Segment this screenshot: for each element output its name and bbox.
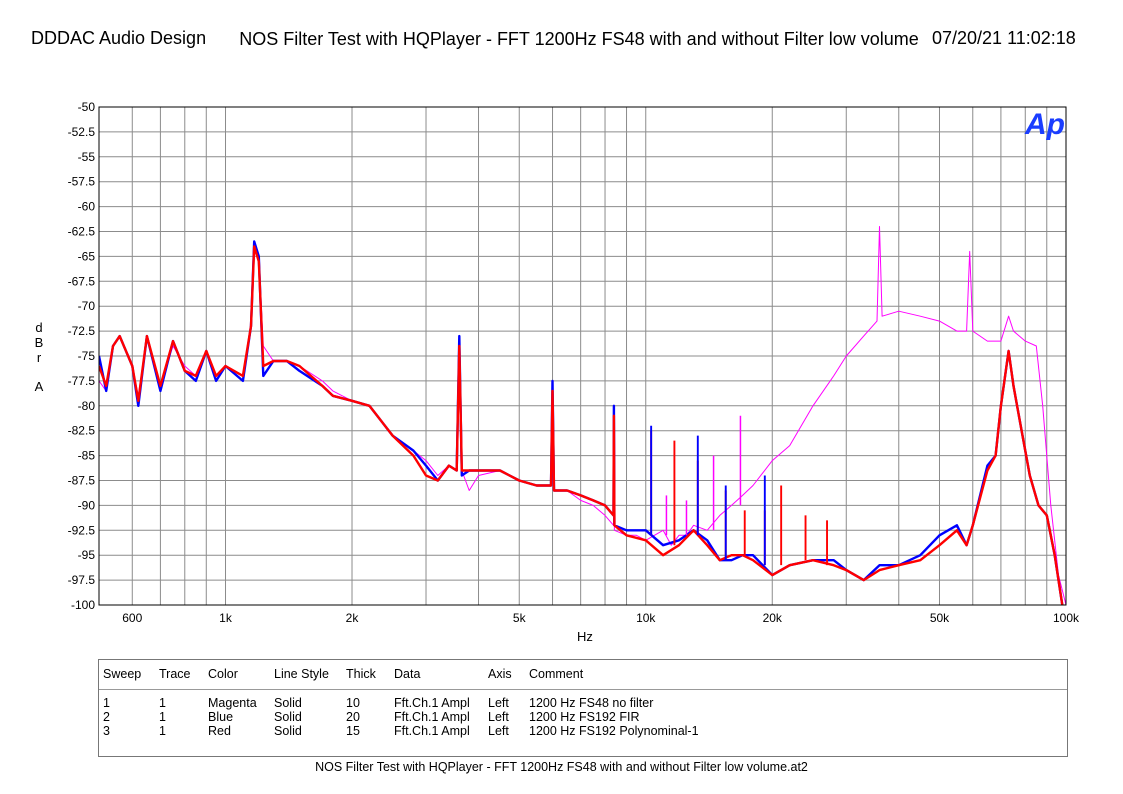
legend-header-cell: Line Style <box>274 667 329 681</box>
legend-header-cell: Comment <box>529 667 584 681</box>
y-tick-label: -60 <box>78 200 96 214</box>
legend-cell: Solid <box>274 710 302 724</box>
legend-cell: Fft.Ch.1 Ampl <box>394 696 470 710</box>
y-tick-label: -80 <box>78 399 96 413</box>
y-label-char: B <box>34 335 44 350</box>
chart-grid <box>98 106 1067 606</box>
legend-cell: Fft.Ch.1 Ampl <box>394 724 470 738</box>
legend-row: 1 1 Magenta Solid 10 Fft.Ch.1 Ampl Left … <box>99 696 1067 711</box>
legend-cell: 1200 Hz FS192 FIR <box>529 710 640 724</box>
legend-cell: 1200 Hz FS48 no filter <box>529 696 654 710</box>
ap-logo: Ap <box>1024 108 1065 140</box>
legend-header-cell: Trace <box>159 667 191 681</box>
legend-cell: 1 <box>159 724 166 738</box>
y-tick-label: -62.5 <box>68 225 96 239</box>
legend-cell: Solid <box>274 696 302 710</box>
legend-header-cell: Thick <box>346 667 376 681</box>
legend-separator <box>99 689 1067 690</box>
y-tick-label: -72.5 <box>68 324 96 338</box>
y-label-char: A <box>34 379 44 394</box>
legend-cell: 1 <box>159 710 166 724</box>
legend-cell: Blue <box>208 710 234 724</box>
legend-cell: 1200 Hz FS192 Polynominal-1 <box>529 724 699 738</box>
x-tick-label: 5k <box>513 611 527 625</box>
y-tick-label: -92.5 <box>68 523 96 537</box>
chart-area: -50 -52.5 -55 -57.5 -60 -62.5 -65 -67.5 -70 -72.5… <box>68 100 1080 625</box>
x-tick-label: 20k <box>763 611 783 625</box>
y-tick-label: -52.5 <box>68 125 96 139</box>
x-axis-label: Hz <box>577 629 593 644</box>
legend-header-row: Sweep Trace Color Line Style Thick Data … <box>99 667 1067 685</box>
legend-cell: Red <box>208 724 231 738</box>
y-tick-label: -70 <box>78 299 96 313</box>
legend-cell: Magenta <box>208 696 257 710</box>
y-tick-label: -82.5 <box>68 424 96 438</box>
y-label-char: d <box>35 320 43 335</box>
legend-header-cell: Color <box>208 667 238 681</box>
header-timestamp: 07/20/21 11:02:18 <box>932 28 1076 48</box>
y-tick-label: -77.5 <box>68 374 96 388</box>
plot-series <box>99 226 1066 605</box>
legend-cell: Left <box>488 710 509 724</box>
series-line-1 <box>99 226 1066 605</box>
y-label-char: r <box>36 350 42 365</box>
legend-cell: 1 <box>159 696 166 710</box>
y-tick-label: -57.5 <box>68 175 96 189</box>
x-tick-label: 2k <box>346 611 360 625</box>
y-tick-label: -75 <box>78 349 96 363</box>
y-tick-label: -90 <box>78 498 96 512</box>
legend-row: 2 1 Blue Solid 20 Fft.Ch.1 Ampl Left 120… <box>99 710 1067 725</box>
x-tick-label: 1k <box>219 611 233 625</box>
y-tick-label: -95 <box>78 548 96 562</box>
x-tick-label: 600 <box>122 611 142 625</box>
header-company: DDDAC Audio Design <box>31 28 207 48</box>
legend-cell: Left <box>488 696 509 710</box>
series-group <box>99 226 1066 605</box>
legend-cell: 15 <box>346 724 360 738</box>
y-tick-label: -65 <box>78 249 96 263</box>
y-tick-label: -55 <box>78 150 96 164</box>
legend-cell: 1 <box>103 696 110 710</box>
legend-header-cell: Sweep <box>103 667 142 681</box>
ap-logo-text: Ap <box>1024 108 1065 140</box>
y-tick-label: -100 <box>71 598 95 612</box>
y-tick-label: -67.5 <box>68 274 96 288</box>
legend-header-cell: Data <box>394 667 421 681</box>
series-line-3 <box>99 245 1064 605</box>
legend-row: 3 1 Red Solid 15 Fft.Ch.1 Ampl Left 1200… <box>99 724 1067 739</box>
legend-cell: 3 <box>103 724 110 738</box>
y-tick-label: -85 <box>78 449 96 463</box>
y-axis-label: d B r A <box>30 320 48 394</box>
legend-cell: Left <box>488 724 509 738</box>
legend-cell: Solid <box>274 724 302 738</box>
y-tick-label: -50 <box>78 100 96 114</box>
x-tick-label: 50k <box>930 611 950 625</box>
y-tick-label: -87.5 <box>68 474 96 488</box>
legend-cell: 10 <box>346 696 360 710</box>
x-axis-ticks: 600 1k 2k 5k 10k 20k 50k 100k <box>122 611 1080 625</box>
legend-cell: 2 <box>103 710 110 724</box>
file-name-footer: NOS Filter Test with HQPlayer - FFT 1200… <box>315 760 808 774</box>
legend-header-cell: Axis <box>488 667 512 681</box>
y-tick-label: -97.5 <box>68 573 96 587</box>
legend-cell: 20 <box>346 710 360 724</box>
x-tick-label: 10k <box>636 611 656 625</box>
sweep-legend-table: Sweep Trace Color Line Style Thick Data … <box>98 659 1068 757</box>
x-tick-label: 100k <box>1053 611 1080 625</box>
legend-cell: Fft.Ch.1 Ampl <box>394 710 470 724</box>
chart-title: NOS Filter Test with HQPlayer - FFT 1200… <box>239 29 919 49</box>
plot-frame <box>98 106 1067 606</box>
y-axis-ticks: -50 -52.5 -55 -57.5 -60 -62.5 -65 -67.5 -70 -72.5… <box>68 100 96 612</box>
